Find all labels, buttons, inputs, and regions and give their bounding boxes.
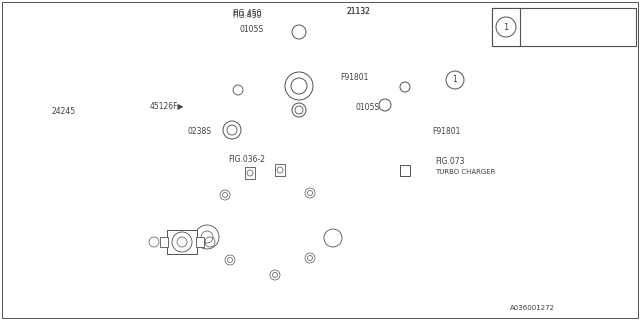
- Text: TURBO CHARGER: TURBO CHARGER: [435, 169, 495, 175]
- FancyBboxPatch shape: [272, 42, 326, 70]
- Text: 0105S: 0105S: [355, 102, 379, 111]
- Text: 99078: 99078: [523, 14, 546, 23]
- Text: FIG.450: FIG.450: [232, 12, 262, 20]
- Text: 24245: 24245: [52, 108, 76, 116]
- Bar: [275, 164, 285, 176]
- Text: FIG.450: FIG.450: [232, 10, 262, 19]
- Text: A036001272: A036001272: [510, 305, 555, 311]
- Bar: [492, 8, 636, 46]
- Ellipse shape: [303, 210, 317, 220]
- Text: < -'16MY>: < -'16MY>: [587, 14, 628, 23]
- Text: 21132: 21132: [346, 6, 370, 15]
- Text: 0238S: 0238S: [188, 127, 212, 137]
- Ellipse shape: [186, 102, 235, 122]
- Bar: [492, 8, 520, 46]
- Text: F91801: F91801: [340, 74, 369, 83]
- Text: F91801: F91801: [432, 127, 460, 137]
- Bar: [400, 165, 410, 176]
- Text: FIG.036-2: FIG.036-2: [228, 156, 265, 164]
- Bar: [167, 230, 197, 254]
- Text: FRONT: FRONT: [160, 194, 184, 206]
- Circle shape: [246, 200, 290, 244]
- Circle shape: [446, 71, 464, 89]
- FancyBboxPatch shape: [265, 65, 333, 139]
- Bar: [196, 237, 204, 247]
- Text: 45126F▶: 45126F▶: [150, 101, 184, 110]
- Text: FIG.073: FIG.073: [435, 157, 465, 166]
- Text: 0105S: 0105S: [240, 26, 264, 35]
- Circle shape: [256, 210, 280, 234]
- Text: 1: 1: [504, 22, 509, 31]
- Text: 1: 1: [452, 76, 458, 84]
- Ellipse shape: [253, 204, 271, 216]
- Text: ('17MY-  >: ('17MY- >: [587, 31, 633, 40]
- Bar: [245, 167, 255, 179]
- Bar: [160, 237, 168, 247]
- Text: 21132: 21132: [346, 7, 370, 17]
- Text: 99083: 99083: [523, 31, 546, 40]
- Circle shape: [496, 17, 516, 37]
